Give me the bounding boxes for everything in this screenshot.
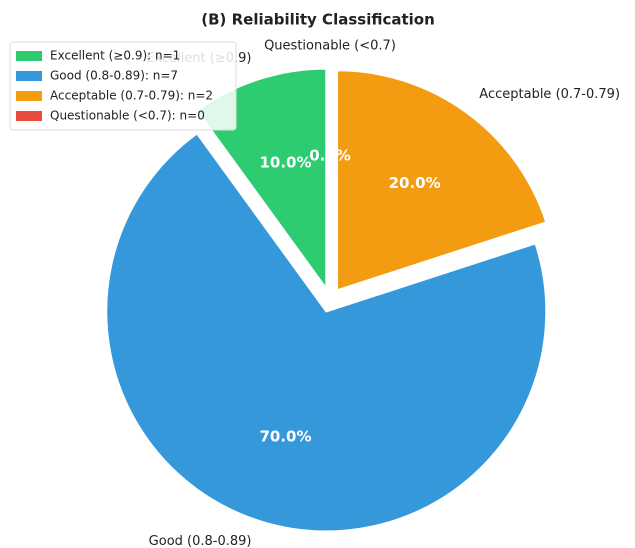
legend-swatch: [16, 51, 42, 61]
pie-slice: [336, 69, 548, 292]
legend: Excellent (≥0.9): n=1 Good (0.8-0.89): n=…: [9, 41, 237, 131]
legend-swatch: [16, 91, 42, 101]
legend-label: Questionable (<0.7): n=0: [50, 109, 205, 123]
legend-swatch: [16, 71, 42, 81]
legend-label: Excellent (≥0.9): n=1: [50, 49, 180, 63]
legend-label: Acceptable (0.7-0.79): n=2: [50, 89, 213, 103]
percent-label: 20.0%: [389, 174, 441, 192]
percent-label: 70.0%: [259, 427, 311, 445]
legend-label: Good (0.8-0.89): n=7: [50, 69, 178, 83]
slice-label: Good (0.8-0.89): [149, 534, 252, 548]
slice-label: Questionable (<0.7): [264, 39, 396, 54]
percent-label: 10.0%: [259, 154, 311, 172]
legend-box: [9, 41, 237, 131]
legend-swatch: [16, 111, 42, 121]
percent-label: 0.0%: [309, 147, 351, 165]
pie-slice: [105, 132, 548, 533]
chart-title: (B) Reliability Classification: [201, 11, 435, 29]
slice-label: Acceptable (0.7-0.79): [479, 87, 620, 102]
